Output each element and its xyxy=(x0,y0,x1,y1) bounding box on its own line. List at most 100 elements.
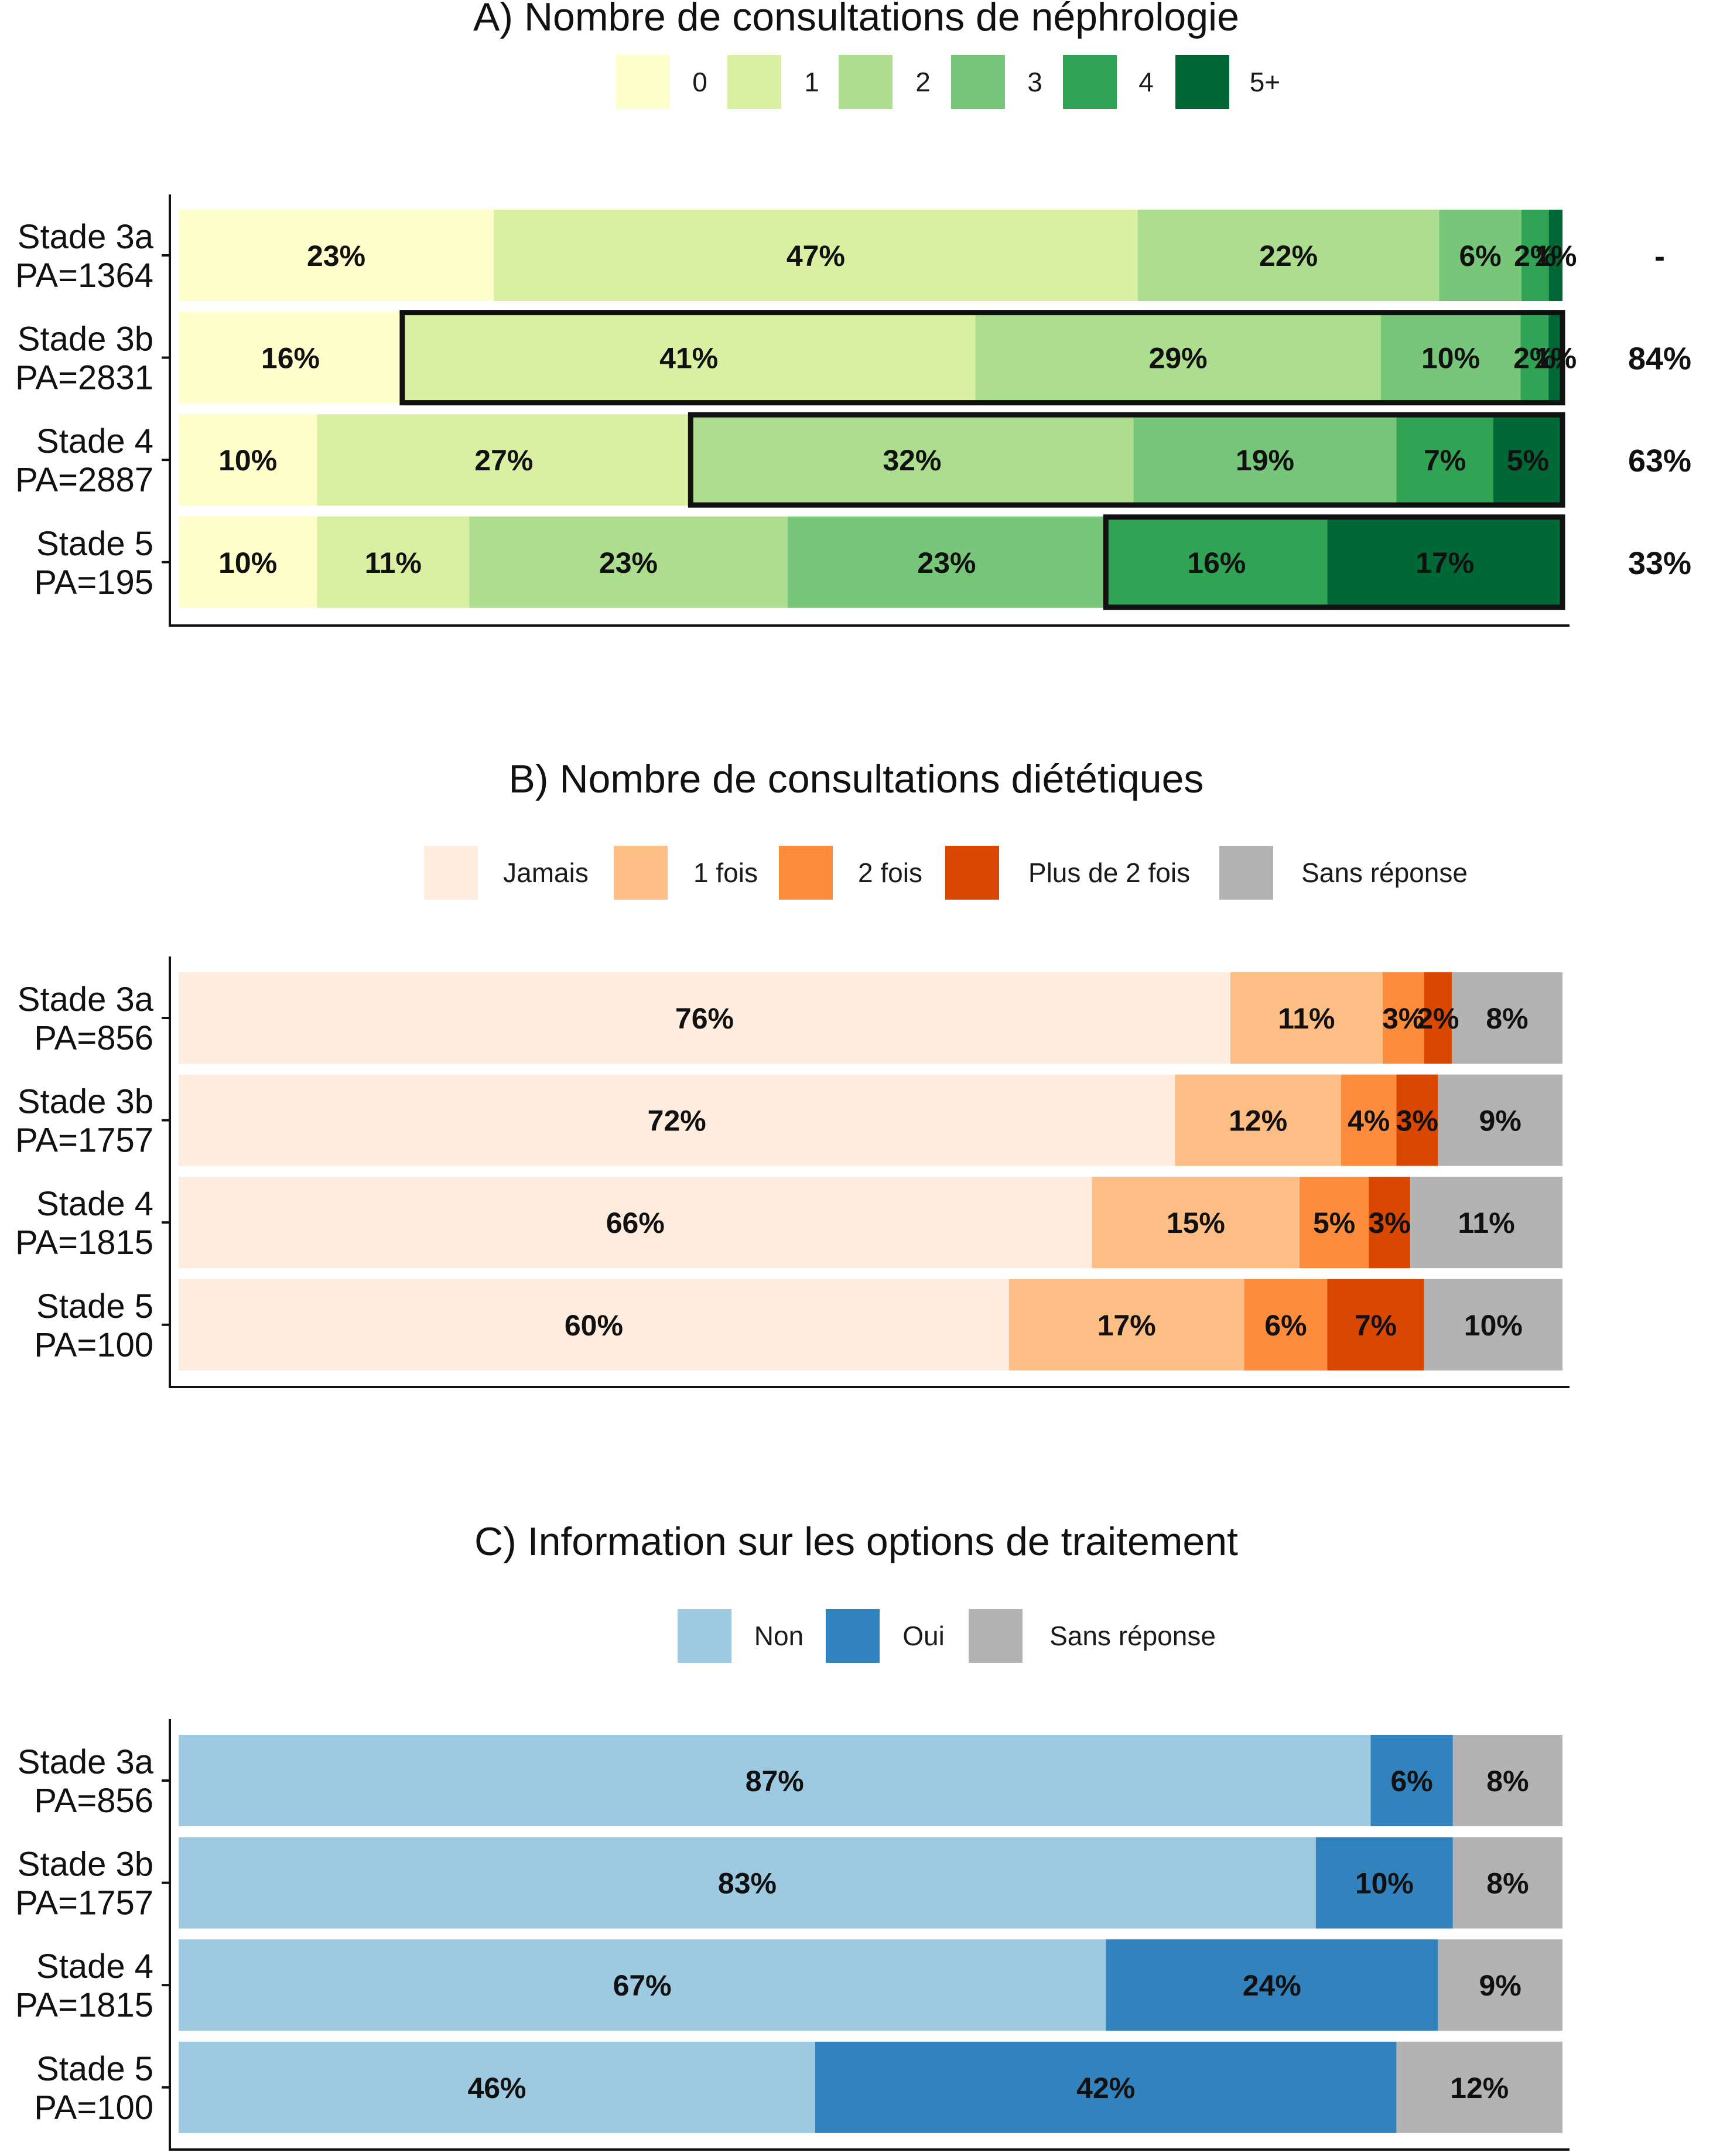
bar-segment-non xyxy=(179,2041,815,2133)
y-tick-label: Stade 5 xyxy=(36,1287,153,1325)
data-label: 17% xyxy=(1097,1309,1156,1342)
data-label: 17% xyxy=(1415,546,1474,579)
data-label: 67% xyxy=(613,1969,672,2002)
bar-segment-oui xyxy=(1370,1735,1453,1826)
legend-swatch-4 xyxy=(1063,55,1117,109)
highlight-box xyxy=(399,310,1565,406)
data-label: 24% xyxy=(1243,1969,1301,2002)
legend-swatch-1 xyxy=(727,55,781,109)
bar-segment-5- xyxy=(1327,516,1562,608)
data-label: 5% xyxy=(1507,444,1549,477)
data-label: 15% xyxy=(1167,1207,1225,1239)
chart-legend: Jamais 1 fois 2 fois Plus de 2 fois Sans rép… xyxy=(424,846,1468,900)
legend-label: Non xyxy=(754,1621,803,1651)
data-label: 11% xyxy=(365,546,422,579)
data-label: 83% xyxy=(718,1867,777,1900)
legend-label: 3 xyxy=(1027,67,1042,97)
data-label: 3% xyxy=(1382,1002,1424,1035)
side-label: - xyxy=(1654,239,1665,274)
bar-segment-2-fois xyxy=(1382,972,1424,1064)
legend-label: 1 fois xyxy=(693,857,758,888)
legend-label: 0 xyxy=(692,67,707,97)
legend-label: Jamais xyxy=(503,857,589,888)
bar-segment-4 xyxy=(1106,516,1328,608)
data-label: 8% xyxy=(1486,1765,1529,1798)
data-label: 10% xyxy=(218,444,277,477)
legend-label: 5+ xyxy=(1250,67,1280,97)
legend-label: 1 xyxy=(804,67,819,97)
bar-segment-sans-r-ponse xyxy=(1451,972,1562,1064)
y-tick-sublabel: PA=1364 xyxy=(15,257,153,295)
bar-segment-sans-r-ponse xyxy=(1438,1074,1562,1166)
bar-segment-2 xyxy=(975,312,1381,404)
data-label: 27% xyxy=(474,444,533,477)
data-label: 32% xyxy=(883,444,941,477)
legend-swatch-sans-r-ponse xyxy=(1219,846,1273,900)
side-label: 84% xyxy=(1628,341,1691,377)
bar-segment-jamais xyxy=(179,1177,1092,1269)
bar-segment-sans-r-ponse xyxy=(1396,2041,1562,2133)
data-label: 72% xyxy=(648,1105,706,1137)
data-label: 7% xyxy=(1355,1309,1397,1342)
legend-label: 4 xyxy=(1138,67,1154,97)
y-tick-sublabel: PA=856 xyxy=(34,1782,153,1820)
highlight-box xyxy=(1103,514,1565,610)
data-label: 46% xyxy=(467,2072,526,2104)
side-label: 33% xyxy=(1628,546,1691,581)
y-tick-label: Stade 3b xyxy=(18,1083,153,1121)
y-tick-sublabel: PA=2887 xyxy=(15,461,153,499)
chart-title: B) Nombre de consultations diététiques xyxy=(509,757,1204,801)
data-label: 2% xyxy=(1514,240,1556,272)
data-label: 11% xyxy=(1278,1002,1335,1035)
bar-segment-4 xyxy=(1396,414,1493,506)
bar-segment-2-fois xyxy=(1341,1074,1397,1166)
highlight-box xyxy=(688,412,1565,508)
y-tick-sublabel: PA=2831 xyxy=(15,359,153,397)
bar-segment-0 xyxy=(179,516,317,608)
chart-title: A) Nombre de consultations de néphrologi… xyxy=(473,0,1239,39)
bar-segment-4 xyxy=(1521,210,1549,301)
chart-title: C) Information sur les options de traite… xyxy=(474,1519,1238,1564)
data-label: 47% xyxy=(787,240,845,272)
y-tick-label: Stade 4 xyxy=(36,422,153,460)
data-label: 7% xyxy=(1424,444,1466,477)
bar-segment-non xyxy=(179,1735,1371,1826)
bar-segment-plus-de-2-fois xyxy=(1396,1074,1438,1166)
data-label: 9% xyxy=(1479,1105,1521,1137)
bar-segment-1 xyxy=(317,516,470,608)
data-label: 5% xyxy=(1313,1207,1355,1239)
legend-label: Sans réponse xyxy=(1301,857,1468,888)
data-label: 16% xyxy=(261,342,320,375)
legend-swatch-plus-de-2-fois xyxy=(945,846,999,900)
y-tick-sublabel: PA=100 xyxy=(34,1326,153,1364)
y-tick-label: Stade 3a xyxy=(18,980,154,1019)
data-label: 8% xyxy=(1486,1867,1529,1900)
legend-swatch-non xyxy=(678,1609,731,1663)
bar-segment-4 xyxy=(1520,312,1549,404)
data-label: 12% xyxy=(1229,1105,1287,1137)
data-label: 4% xyxy=(1348,1105,1390,1137)
data-label: 41% xyxy=(659,342,718,375)
bar-segment-1 xyxy=(402,312,976,404)
bar-segment-1-fois xyxy=(1175,1074,1341,1166)
y-tick-label: Stade 3a xyxy=(18,218,154,256)
data-label: 22% xyxy=(1259,240,1318,272)
data-label: 1% xyxy=(1534,342,1577,375)
y-tick-label: Stade 5 xyxy=(36,2050,153,2088)
data-label: 16% xyxy=(1187,546,1246,579)
chart-panel-2: B) Nombre de consultations diététiques Ja… xyxy=(15,757,1570,1388)
data-label: 6% xyxy=(1264,1309,1307,1342)
bar-segment-non xyxy=(179,1939,1106,2031)
bar-segment-1-fois xyxy=(1008,1279,1244,1371)
y-tick-label: Stade 4 xyxy=(36,1185,153,1223)
bar-segment-1-fois xyxy=(1092,1177,1300,1269)
bar-segment-plus-de-2-fois xyxy=(1369,1177,1411,1269)
data-label: 11% xyxy=(1458,1207,1514,1239)
data-label: 2% xyxy=(1513,342,1555,375)
y-tick-label: Stade 3b xyxy=(18,1846,153,1884)
bar-segment-jamais xyxy=(179,1279,1009,1371)
chart-panel-3: C) Information sur les options de traite… xyxy=(15,1519,1570,2151)
data-label: 3% xyxy=(1396,1105,1438,1137)
